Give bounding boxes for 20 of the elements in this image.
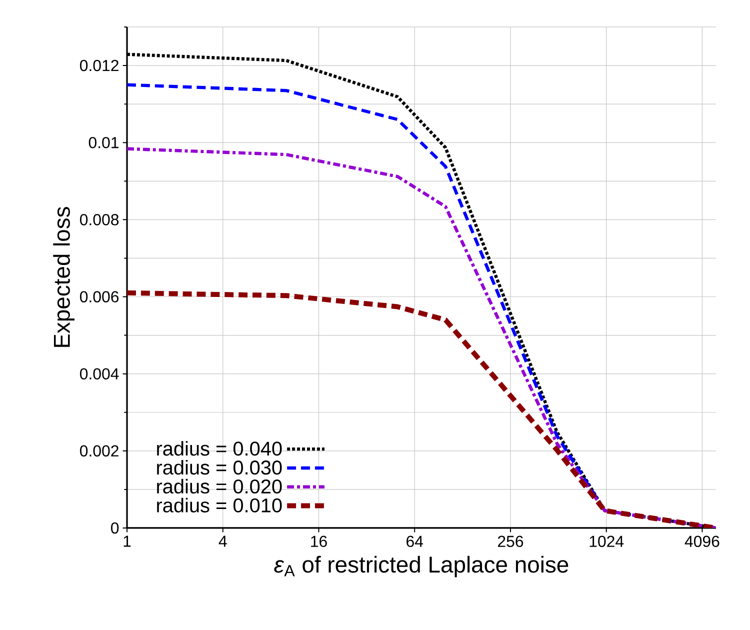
x-tick-label: 1024 bbox=[590, 536, 624, 548]
y-tick-label: 0.01 bbox=[88, 136, 118, 148]
y-tick-label: 0.008 bbox=[80, 214, 119, 226]
x-tick-label: 256 bbox=[498, 536, 524, 548]
y-tick-label: 0.004 bbox=[80, 368, 119, 380]
legend-label: radius = 0.020 bbox=[157, 478, 282, 494]
y-tick-label: 0.006 bbox=[80, 291, 119, 302]
y-tick-label: 0 bbox=[111, 522, 119, 534]
y-tick-label: 0.012 bbox=[80, 60, 118, 72]
x-tick-label: 4 bbox=[218, 536, 227, 547]
x-tick-label: 16 bbox=[311, 536, 327, 548]
x-axis-title: ε$_{A}$ of restricted Laplace noise bbox=[274, 556, 568, 578]
legend-label: radius = 0.040 bbox=[157, 441, 282, 456]
y-tick-label: 0.002 bbox=[80, 445, 118, 457]
x-tick-label: 4096 bbox=[684, 536, 720, 548]
legend-label: radius = 0.030 bbox=[157, 460, 282, 475]
y-axis-title: Expected loss bbox=[53, 207, 74, 347]
x-tick-label: 64 bbox=[406, 536, 423, 548]
legend-label: radius = 0.010 bbox=[157, 498, 282, 512]
x-tick-label: 1 bbox=[124, 536, 131, 547]
